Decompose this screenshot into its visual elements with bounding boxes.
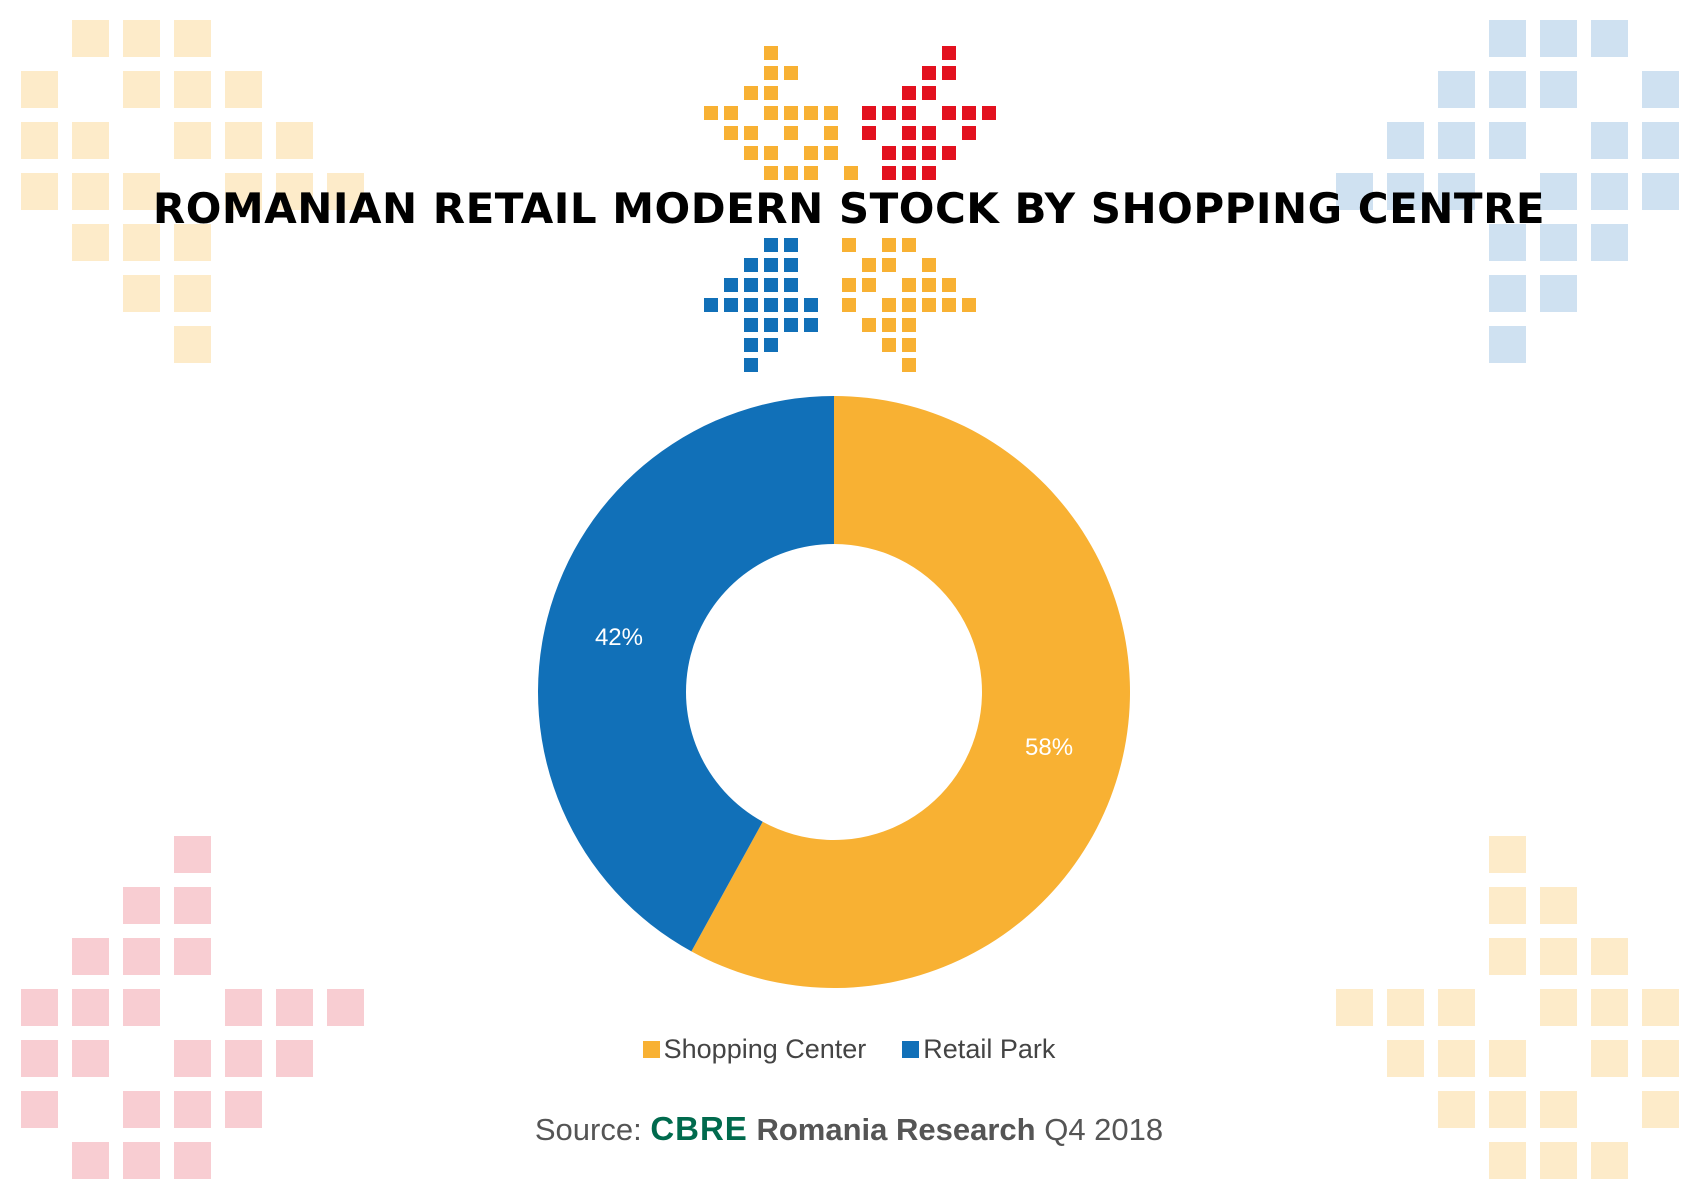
corner-motif-top-left-squares xyxy=(21,20,364,363)
source-prefix: Source: xyxy=(534,1112,642,1147)
cbre-logo: CBRE xyxy=(650,1110,748,1147)
data-label-retail-park: 42% xyxy=(595,624,643,651)
chart-legend: Shopping Center Retail Park xyxy=(0,1034,1698,1065)
emblem-top-left-yellow xyxy=(704,46,858,180)
emblem-bottom-left-blue xyxy=(704,238,818,372)
source-name: Romania Research xyxy=(756,1112,1036,1147)
legend-swatch-retail-park xyxy=(902,1041,920,1058)
corner-motif-bottom-left-squares xyxy=(21,836,364,1179)
donut-slice-shopping-center xyxy=(691,396,1130,988)
legend-label-retail-park: Retail Park xyxy=(923,1034,1056,1064)
emblem-bottom-right-yellow xyxy=(842,238,976,372)
emblem-top-right-red xyxy=(862,46,996,180)
legend-item-shopping-center: Shopping Center xyxy=(642,1034,867,1065)
chart-title: ROMANIAN RETAIL MODERN STOCK BY SHOPPING… xyxy=(152,184,1546,233)
legend-item-retail-park: Retail Park xyxy=(902,1034,1055,1065)
corner-motif-bottom-right-squares xyxy=(1336,836,1679,1179)
legend-swatch-shopping-center xyxy=(642,1041,660,1058)
donut-slice-retail-park xyxy=(537,396,834,952)
data-label-shopping-center: 58% xyxy=(1025,734,1073,761)
corner-motif-top-right-squares xyxy=(1336,20,1679,363)
source-period: Q4 2018 xyxy=(1044,1112,1164,1147)
legend-label-shopping-center: Shopping Center xyxy=(663,1034,867,1064)
source-note: Source: CBRE Romania Research Q4 2018 xyxy=(0,1110,1698,1148)
